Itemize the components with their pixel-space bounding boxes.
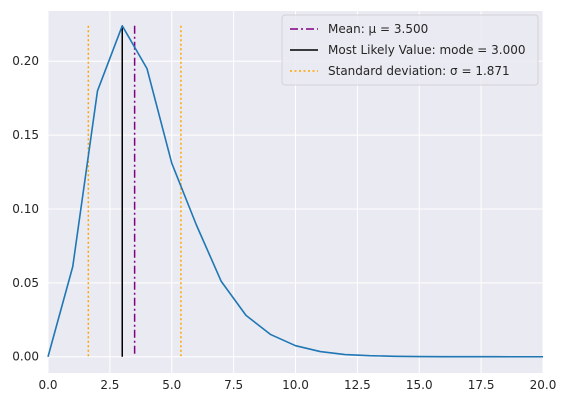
- y-tick-label: 0.10: [12, 202, 39, 216]
- y-tick-label: 0.20: [12, 54, 39, 68]
- x-tick-label: 20.0: [530, 378, 557, 392]
- x-tick-label: 17.5: [468, 378, 495, 392]
- reference-lines: [87, 25, 182, 357]
- legend-box: [281, 14, 539, 86]
- x-tick-label: 15.0: [406, 378, 433, 392]
- x-tick-label: 5.0: [162, 378, 181, 392]
- x-tick-label: 0.0: [38, 378, 57, 392]
- series-line: [47, 24, 543, 358]
- x-tick-label: 2.5: [100, 378, 119, 392]
- legend-label: Mean: μ = 3.500: [328, 22, 428, 36]
- x-tick-label: 10.0: [282, 378, 309, 392]
- series-group: [47, 24, 543, 358]
- x-tick-label: 12.5: [344, 378, 371, 392]
- x-tick-label: 7.5: [224, 378, 243, 392]
- legend: Mean: μ = 3.500 Most Likely Value: mode =…: [281, 14, 539, 86]
- y-tick-label: 0.05: [12, 276, 39, 290]
- legend-label: Standard deviation: σ = 1.871: [328, 64, 510, 78]
- legend-label: Most Likely Value: mode = 3.000: [328, 43, 526, 57]
- y-tick-label: 0.15: [12, 128, 39, 142]
- x-axis: 0.0 2.5 5.0 7.5 10.0 12.5 15.0 17.5 20.0: [38, 378, 556, 392]
- y-tick-label: 0.00: [12, 350, 39, 364]
- y-axis: 0.00 0.05 0.10 0.15 0.20: [12, 54, 39, 364]
